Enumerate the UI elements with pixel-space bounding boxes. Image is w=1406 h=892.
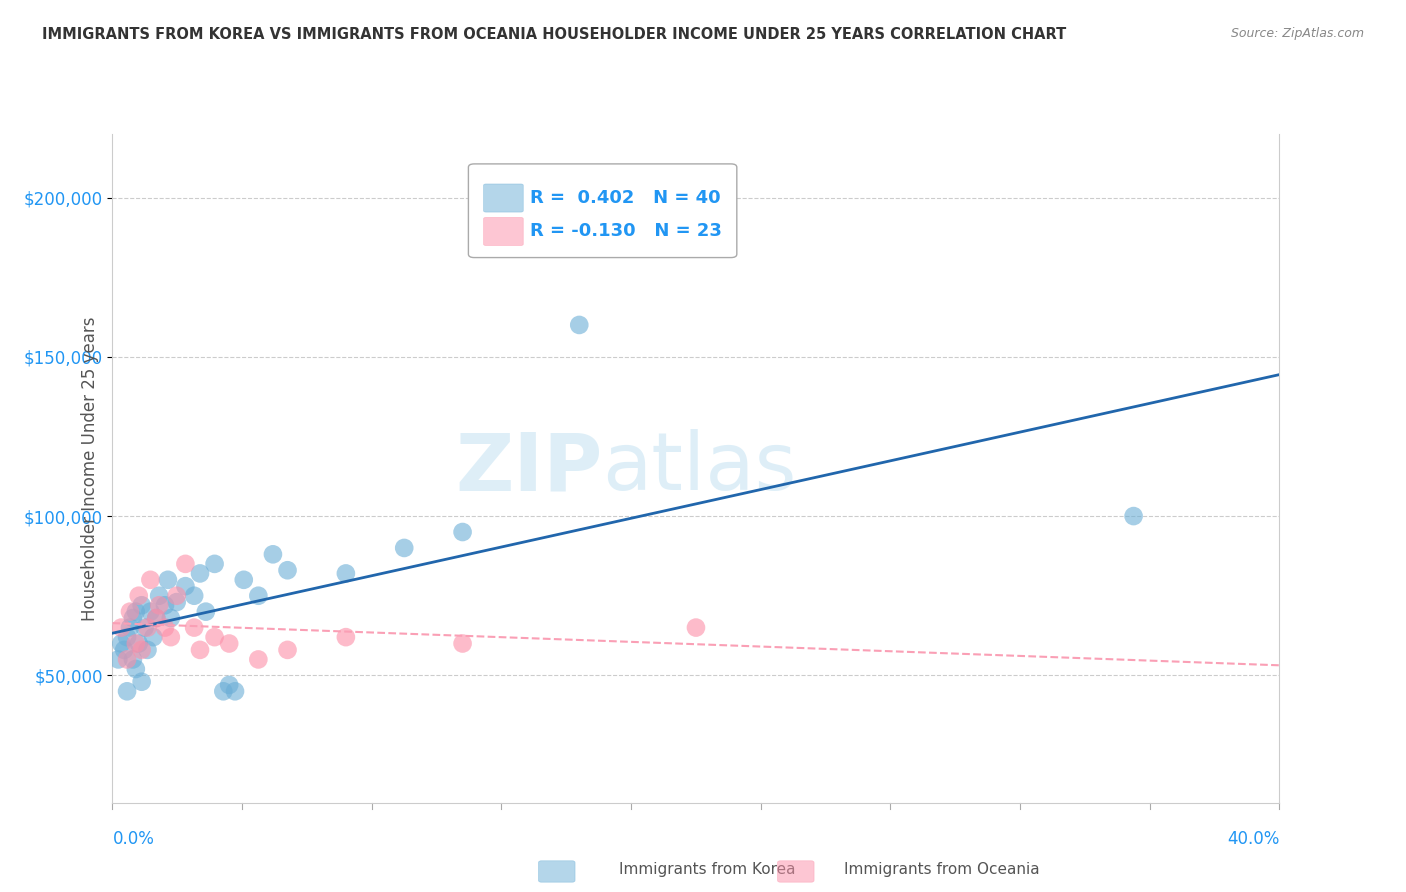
Point xyxy=(131,599,153,613)
Point xyxy=(1122,509,1144,524)
Point xyxy=(335,630,357,644)
Point xyxy=(153,599,176,613)
Point xyxy=(128,636,150,650)
Point xyxy=(451,636,474,650)
Point xyxy=(115,684,138,698)
Point xyxy=(107,652,129,666)
Point xyxy=(174,557,197,571)
FancyBboxPatch shape xyxy=(484,218,523,245)
Point xyxy=(156,573,179,587)
Point xyxy=(110,636,132,650)
Point xyxy=(194,605,217,619)
Point xyxy=(276,643,298,657)
Point xyxy=(131,643,153,657)
Text: 0.0%: 0.0% xyxy=(112,830,155,847)
Point xyxy=(247,589,270,603)
Point xyxy=(118,621,141,635)
Text: Source: ZipAtlas.com: Source: ZipAtlas.com xyxy=(1230,27,1364,40)
Point xyxy=(110,621,132,635)
Point xyxy=(212,684,235,698)
Point xyxy=(188,643,211,657)
Point xyxy=(183,589,205,603)
Point xyxy=(125,636,148,650)
Text: atlas: atlas xyxy=(603,429,797,508)
Point xyxy=(145,611,167,625)
Point xyxy=(115,652,138,666)
Point xyxy=(247,652,270,666)
Point xyxy=(122,611,145,625)
Point xyxy=(224,684,246,698)
Point xyxy=(136,643,159,657)
Point xyxy=(131,674,153,689)
Point xyxy=(218,636,240,650)
Point xyxy=(188,566,211,581)
Point xyxy=(153,621,176,635)
Text: Immigrants from Oceania: Immigrants from Oceania xyxy=(844,863,1039,877)
Point xyxy=(262,547,284,561)
Point xyxy=(125,605,148,619)
Point xyxy=(451,524,474,539)
Point xyxy=(139,605,162,619)
FancyBboxPatch shape xyxy=(468,164,737,258)
Text: ZIP: ZIP xyxy=(456,429,603,508)
Text: 40.0%: 40.0% xyxy=(1227,830,1279,847)
Point xyxy=(568,318,591,332)
Point xyxy=(166,595,188,609)
Point xyxy=(174,579,197,593)
Text: R =  0.402   N = 40: R = 0.402 N = 40 xyxy=(530,189,721,207)
Point xyxy=(128,589,150,603)
Point xyxy=(335,566,357,581)
Text: IMMIGRANTS FROM KOREA VS IMMIGRANTS FROM OCEANIA HOUSEHOLDER INCOME UNDER 25 YEA: IMMIGRANTS FROM KOREA VS IMMIGRANTS FROM… xyxy=(42,27,1066,42)
Point xyxy=(160,630,183,644)
Point xyxy=(166,589,188,603)
Point xyxy=(392,541,416,555)
Point xyxy=(136,621,159,635)
Point xyxy=(145,611,167,625)
Y-axis label: Householder Income Under 25 years: Householder Income Under 25 years xyxy=(80,316,98,621)
Point xyxy=(276,563,298,577)
Point xyxy=(685,621,707,635)
Point xyxy=(183,621,205,635)
Point xyxy=(148,589,170,603)
Point xyxy=(139,573,162,587)
Text: R = -0.130   N = 23: R = -0.130 N = 23 xyxy=(530,222,723,241)
Point xyxy=(118,605,141,619)
FancyBboxPatch shape xyxy=(484,184,523,212)
Point xyxy=(160,611,183,625)
Point xyxy=(232,573,254,587)
Point xyxy=(204,630,226,644)
Point xyxy=(142,630,165,644)
Point xyxy=(218,678,240,692)
Point xyxy=(204,557,226,571)
Point xyxy=(148,599,170,613)
Text: Immigrants from Korea: Immigrants from Korea xyxy=(619,863,796,877)
Point xyxy=(112,643,135,657)
Point xyxy=(125,662,148,676)
Point xyxy=(115,630,138,644)
Point xyxy=(122,652,145,666)
Point xyxy=(134,621,156,635)
